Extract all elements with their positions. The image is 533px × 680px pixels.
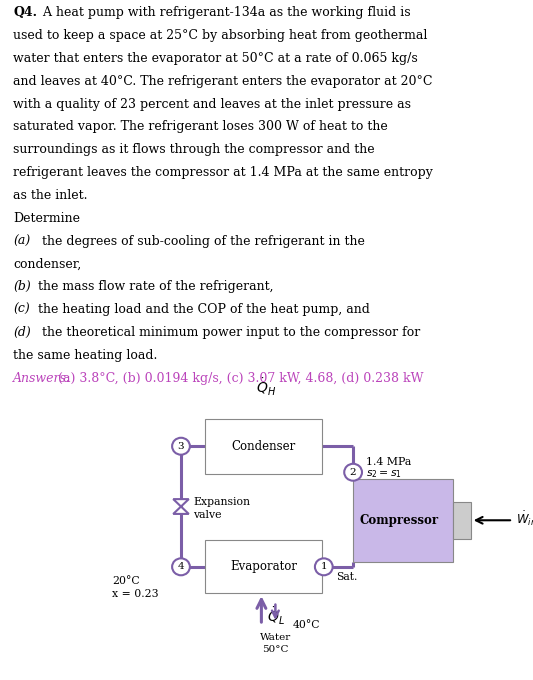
Bar: [453, 502, 471, 539]
Bar: [205, 419, 322, 474]
Text: Sat.: Sat.: [336, 573, 358, 582]
Text: 4: 4: [177, 562, 184, 571]
Text: (a) 3.8°C, (b) 0.0194 kg/s, (c) 3.07 kW, 4.68, (d) 0.238 kW: (a) 3.8°C, (b) 0.0194 kg/s, (c) 3.07 kW,…: [54, 372, 424, 385]
Text: surroundings as it flows through the compressor and the: surroundings as it flows through the com…: [13, 143, 375, 156]
Text: 3: 3: [177, 442, 184, 451]
Text: 1.4 MPa: 1.4 MPa: [367, 457, 411, 466]
Text: the heating load and the COP of the heat pump, and: the heating load and the COP of the heat…: [34, 303, 369, 316]
Text: 2: 2: [350, 468, 357, 477]
Text: (b): (b): [13, 280, 31, 293]
Text: $\dot{W}_{in}$: $\dot{W}_{in}$: [516, 510, 533, 528]
Circle shape: [172, 438, 190, 455]
Text: 50°C: 50°C: [262, 645, 289, 654]
Text: Answers:: Answers:: [13, 372, 71, 385]
Text: 40°C: 40°C: [293, 620, 321, 630]
Text: x = 0.23: x = 0.23: [112, 590, 159, 599]
Text: $s_2= s_1$: $s_2= s_1$: [367, 469, 402, 480]
Text: Evaporator: Evaporator: [230, 560, 297, 573]
Text: Determine: Determine: [13, 211, 80, 225]
Text: (c): (c): [13, 303, 30, 316]
Text: Condenser: Condenser: [232, 440, 296, 453]
Text: refrigerant leaves the compressor at 1.4 MPa at the same entropy: refrigerant leaves the compressor at 1.4…: [13, 166, 433, 179]
Bar: [205, 541, 322, 593]
Text: the same heating load.: the same heating load.: [13, 349, 158, 362]
Text: saturated vapor. The refrigerant loses 300 W of heat to the: saturated vapor. The refrigerant loses 3…: [13, 120, 388, 133]
Bar: [353, 479, 453, 562]
Text: Q4.: Q4.: [13, 6, 37, 19]
Text: and leaves at 40°C. The refrigerant enters the evaporator at 20°C: and leaves at 40°C. The refrigerant ente…: [13, 75, 433, 88]
Text: the degrees of sub-cooling of the refrigerant in the: the degrees of sub-cooling of the refrig…: [34, 235, 365, 248]
Text: valve: valve: [193, 510, 222, 520]
Text: as the inlet.: as the inlet.: [13, 189, 88, 202]
Text: water that enters the evaporator at 50°C at a rate of 0.065 kg/s: water that enters the evaporator at 50°C…: [13, 52, 418, 65]
Text: (a): (a): [13, 235, 30, 248]
Text: condenser,: condenser,: [13, 258, 82, 271]
Text: 20°C: 20°C: [112, 575, 140, 585]
Circle shape: [172, 558, 190, 575]
Text: the mass flow rate of the refrigerant,: the mass flow rate of the refrigerant,: [34, 280, 273, 293]
Text: 1: 1: [320, 562, 327, 571]
Circle shape: [344, 464, 362, 481]
Text: $\dot{Q}_H$: $\dot{Q}_H$: [256, 377, 277, 398]
Text: used to keep a space at 25°C by absorbing heat from geothermal: used to keep a space at 25°C by absorbin…: [13, 29, 427, 42]
Text: (d): (d): [13, 326, 31, 339]
Text: Compressor: Compressor: [359, 514, 438, 527]
Text: with a quality of 23 percent and leaves at the inlet pressure as: with a quality of 23 percent and leaves …: [13, 97, 411, 111]
Polygon shape: [173, 499, 189, 507]
Text: Expansion: Expansion: [193, 497, 250, 507]
Circle shape: [315, 558, 333, 575]
Text: the theoretical minimum power input to the compressor for: the theoretical minimum power input to t…: [34, 326, 420, 339]
Text: $\dot{Q}_L$: $\dot{Q}_L$: [267, 606, 285, 627]
Text: Water: Water: [260, 634, 291, 643]
Polygon shape: [173, 507, 189, 514]
Text: A heat pump with refrigerant-134a as the working fluid is: A heat pump with refrigerant-134a as the…: [39, 6, 410, 19]
